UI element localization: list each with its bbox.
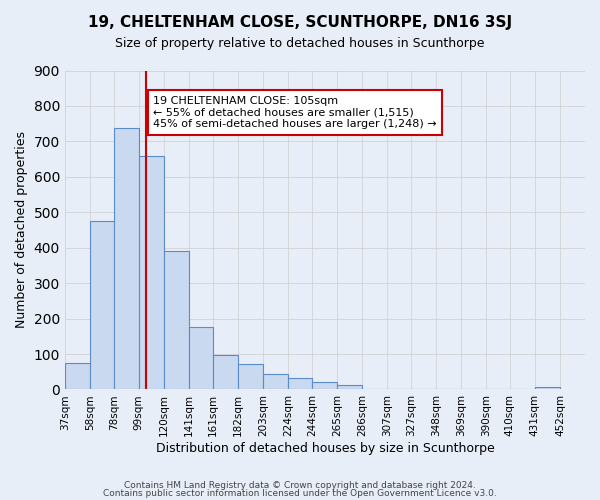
Bar xyxy=(238,364,263,390)
X-axis label: Distribution of detached houses by size in Scunthorpe: Distribution of detached houses by size … xyxy=(155,442,494,455)
Bar xyxy=(65,363,90,390)
Text: 19 CHELTENHAM CLOSE: 105sqm
← 55% of detached houses are smaller (1,515)
45% of : 19 CHELTENHAM CLOSE: 105sqm ← 55% of det… xyxy=(153,96,437,129)
Bar xyxy=(164,251,189,390)
Bar xyxy=(189,328,213,390)
Bar xyxy=(535,386,560,390)
Bar xyxy=(337,385,362,390)
Bar xyxy=(288,378,312,390)
Y-axis label: Number of detached properties: Number of detached properties xyxy=(15,132,28,328)
Text: 19, CHELTENHAM CLOSE, SCUNTHORPE, DN16 3SJ: 19, CHELTENHAM CLOSE, SCUNTHORPE, DN16 3… xyxy=(88,15,512,30)
Bar xyxy=(213,355,238,390)
Bar xyxy=(114,128,139,390)
Bar xyxy=(312,382,337,390)
Bar xyxy=(90,221,114,390)
Text: Contains public sector information licensed under the Open Government Licence v3: Contains public sector information licen… xyxy=(103,488,497,498)
Text: Size of property relative to detached houses in Scunthorpe: Size of property relative to detached ho… xyxy=(115,38,485,51)
Bar xyxy=(263,374,288,390)
Text: Contains HM Land Registry data © Crown copyright and database right 2024.: Contains HM Land Registry data © Crown c… xyxy=(124,481,476,490)
Bar xyxy=(139,156,164,390)
